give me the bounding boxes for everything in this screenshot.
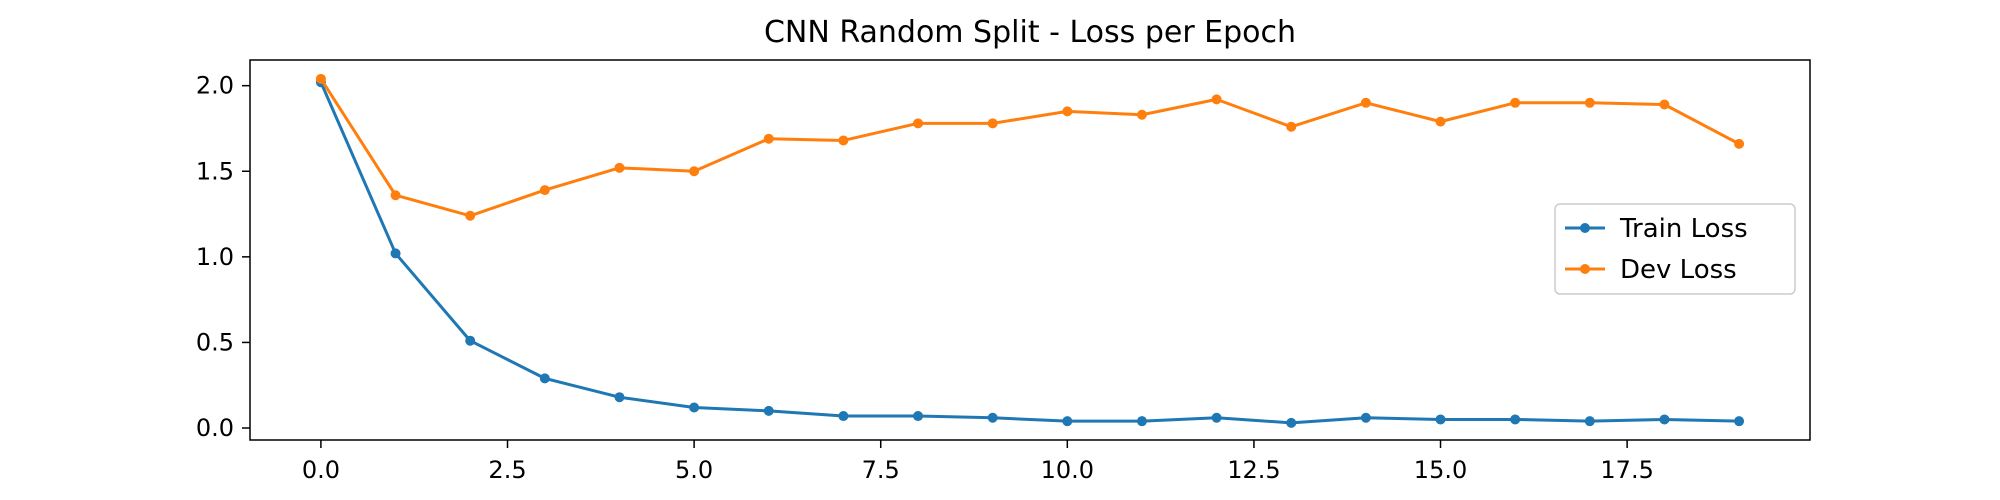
train-loss-point (390, 248, 401, 259)
dev-loss-point (1136, 109, 1147, 120)
dev-loss-point (539, 185, 550, 196)
x-tick-label: 10.0 (1041, 456, 1094, 484)
legend-frame (1554, 203, 1796, 295)
series-layer (315, 73, 1745, 428)
dev-loss-point (838, 135, 849, 146)
train-loss-point (1510, 414, 1521, 425)
dev-loss-point (1510, 97, 1521, 108)
train-loss-point (1286, 417, 1297, 428)
dev-loss-point (1435, 116, 1446, 127)
plot-frame (249, 59, 1811, 441)
y-tick-label: 1.0 (196, 243, 234, 271)
y-tick-label: 0.0 (196, 414, 234, 442)
axes: 0.0 2.5 5.0 7.5 10.0 12.5 15.0 17.5 0.0 0.5 1.0 1.5… (196, 59, 1811, 484)
train-loss-point (1360, 412, 1371, 423)
dev-loss-point (1734, 138, 1745, 149)
dev-loss-point (1584, 97, 1595, 108)
train-loss-point (1584, 416, 1595, 427)
dev-loss-point (1211, 94, 1222, 105)
train-loss-point (913, 411, 924, 422)
dev-loss-line (319, 78, 1740, 218)
train-loss-point (614, 392, 625, 403)
dev-loss-point (913, 118, 924, 129)
dev-loss-point (465, 210, 476, 221)
train-loss-point (1062, 416, 1073, 427)
train-loss-line (319, 81, 1740, 425)
y-tick-label: 0.5 (196, 328, 234, 356)
y-tick-label: 2.0 (196, 72, 234, 100)
dev-loss-point (987, 118, 998, 129)
x-tick-label: 15.0 (1414, 456, 1467, 484)
dev-loss-point (1286, 121, 1297, 132)
x-tick-label: 2.5 (488, 456, 526, 484)
train-loss-point (1435, 414, 1446, 425)
x-tick-label: 17.5 (1600, 456, 1653, 484)
dev-loss-point (390, 190, 401, 201)
legend-dev-loss-marker (1580, 264, 1590, 274)
x-tick-label: 5.0 (675, 456, 713, 484)
train-loss-point (689, 402, 700, 413)
train-loss-point (838, 411, 849, 422)
y-tick-label: 1.5 (196, 157, 234, 185)
dev-loss-point (614, 162, 625, 173)
dev-loss-point (763, 133, 774, 144)
x-tick-label: 0.0 (302, 456, 340, 484)
chart-title: CNN Random Split - Loss per Epoch (764, 15, 1296, 50)
legend-train-loss-marker (1580, 223, 1590, 233)
dev-loss-point (1360, 97, 1371, 108)
train-loss-point (1136, 416, 1147, 427)
train-loss-point (539, 373, 550, 384)
x-tick-label: 7.5 (862, 456, 900, 484)
legend: Train Loss Dev Loss (1554, 203, 1796, 295)
legend-train-loss-label: Train Loss (1619, 214, 1748, 244)
dev-loss-point (315, 73, 326, 84)
train-loss-point (465, 335, 476, 346)
train-loss-point (1734, 416, 1745, 427)
train-loss-point (1659, 414, 1670, 425)
dev-loss-point (689, 166, 700, 177)
x-tick-label: 12.5 (1227, 456, 1280, 484)
dev-loss-point (1659, 99, 1670, 110)
legend-dev-loss-label: Dev Loss (1620, 255, 1737, 285)
train-loss-point (763, 405, 774, 416)
dev-loss-point (1062, 106, 1073, 117)
train-loss-point (987, 412, 998, 423)
train-loss-point (1211, 412, 1222, 423)
